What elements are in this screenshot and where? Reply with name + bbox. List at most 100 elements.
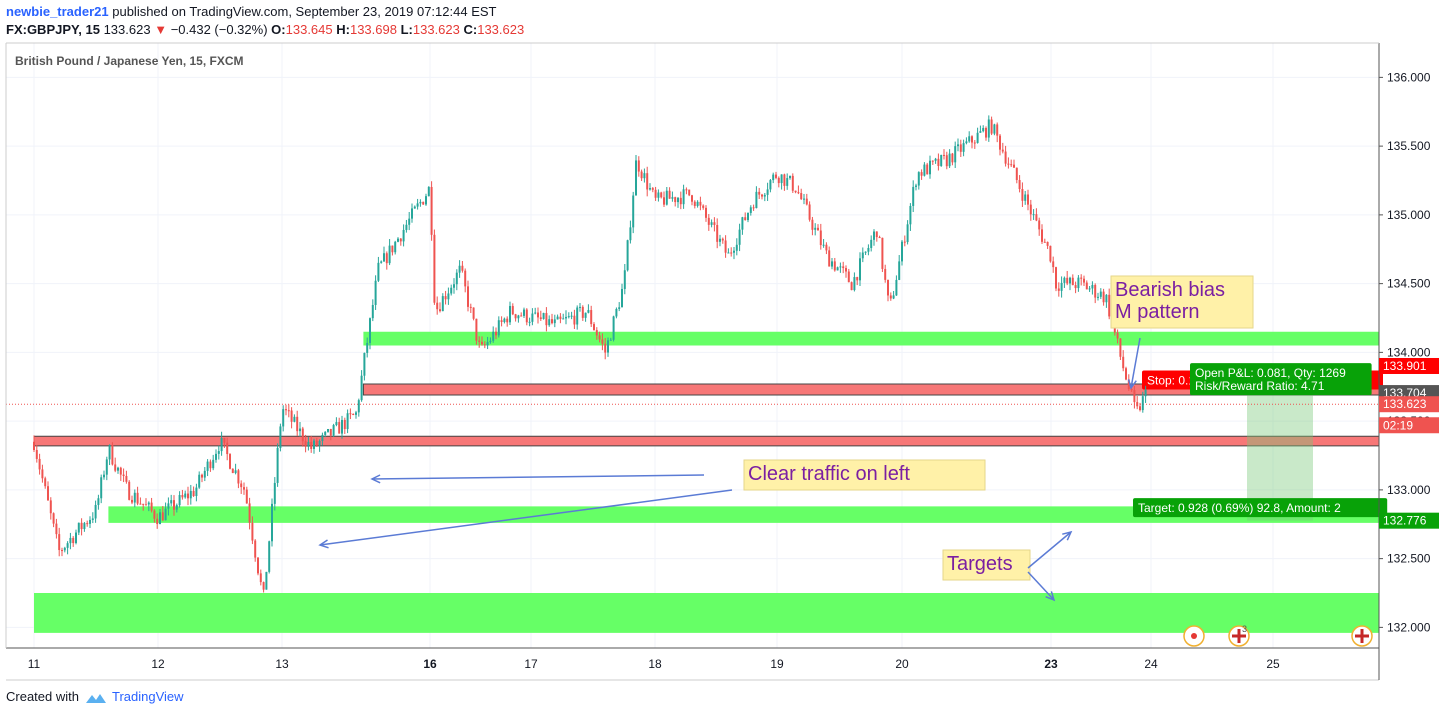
candle-body [80,522,83,530]
candle-body [164,508,167,521]
candle-body [170,500,173,504]
candle-body [497,320,500,336]
candle-body [733,250,735,253]
candle-body [215,453,217,460]
candle-body [75,532,77,544]
candle-body [556,316,559,320]
clear-traffic-note-bg [743,459,986,491]
candle-body [310,441,313,450]
candle-body [775,174,777,178]
candle-body [822,244,825,246]
candle-body [833,261,836,271]
candle-body [1015,167,1018,181]
candle-body [570,315,573,317]
target-arrow-down-head [1045,591,1056,602]
candle-body [677,197,679,203]
tradingview-link[interactable]: TradingView [112,689,184,704]
target-label: Target: 0.928 (0.69%) 92.8, Amount: 2 [1133,498,1388,518]
candle-body [1038,220,1041,230]
candle-body [621,288,623,308]
candle-body [321,434,324,441]
candle-body [411,208,413,219]
candle-body [825,244,828,251]
candle-body [175,505,178,510]
candle-body [884,268,887,280]
candle-body [111,445,114,465]
price-tag-text: 02:19 [1383,418,1413,432]
candle-body [747,212,749,221]
targets-note-text: Targets [947,553,1013,575]
footer: Created with TradingView [6,689,184,705]
candle-body [906,224,909,243]
candle-body [173,500,175,510]
candle-body [1049,245,1052,262]
candle-body [178,495,181,506]
candle-body [161,512,164,521]
candle-body [1043,241,1046,243]
candle-body [114,464,117,471]
candle-body [1007,163,1010,165]
candle-body [489,340,492,343]
candle-body [419,201,422,204]
candle-body [1077,277,1080,289]
candle-body [1046,241,1049,246]
target-arrow-down-line [1027,571,1055,601]
y-tick-label: 132.000 [1387,620,1431,634]
candle-body [385,253,388,264]
candle-body [635,160,637,196]
candle-body [229,454,231,469]
candle-body [136,492,139,504]
candle-body [125,475,128,482]
candle-body [828,250,831,267]
traffic-arrow-upper-head [370,474,381,484]
candle-body [257,557,259,574]
candle-body [926,164,929,175]
candle-body [436,302,439,310]
candle-body [444,296,447,300]
candle-body [545,312,548,326]
candle-body [1119,338,1122,357]
candle-body [511,306,514,315]
x-tick-label: 20 [895,657,909,671]
candle-body [1071,277,1074,286]
candle-body [450,287,453,294]
candle-body [304,441,307,447]
candle-body [777,177,780,184]
tradingview-logo-icon [85,693,106,703]
candle-body [724,240,727,253]
candle-body [475,318,478,341]
candle-body [142,503,145,505]
candle-body [464,270,467,287]
candle-body [713,222,716,225]
candle-body [117,467,119,471]
candle-body [1133,390,1136,403]
candle-body [534,312,537,314]
candle-body [55,523,58,535]
candle-body [730,252,733,254]
price-tag-bg [1379,512,1439,529]
x-tick-label: 16 [423,657,437,671]
candle-body [500,320,503,322]
candle-body [35,449,38,459]
short-position-tool[interactable]: Stop: 0.197 (0.15%) 19.7, Amount: 2Targe… [6,363,1388,521]
candle-body [433,234,436,303]
author-link[interactable]: newbie_trader21 [6,4,109,19]
candle-body [83,523,86,530]
candle-body [696,201,699,206]
candle-body [836,267,839,271]
candle-body [805,198,808,205]
candle-body [744,217,747,221]
candle-body [248,503,251,523]
candle-body [1091,284,1094,289]
candle-body [629,227,632,241]
candle-body [1141,396,1144,411]
candle-body [380,261,383,263]
candle-body [657,192,660,198]
candle-body [276,447,279,483]
candle-body [755,191,758,209]
candle-body [341,419,343,434]
open-label: O: [271,22,286,37]
traffic-arrow-upper [370,474,705,484]
